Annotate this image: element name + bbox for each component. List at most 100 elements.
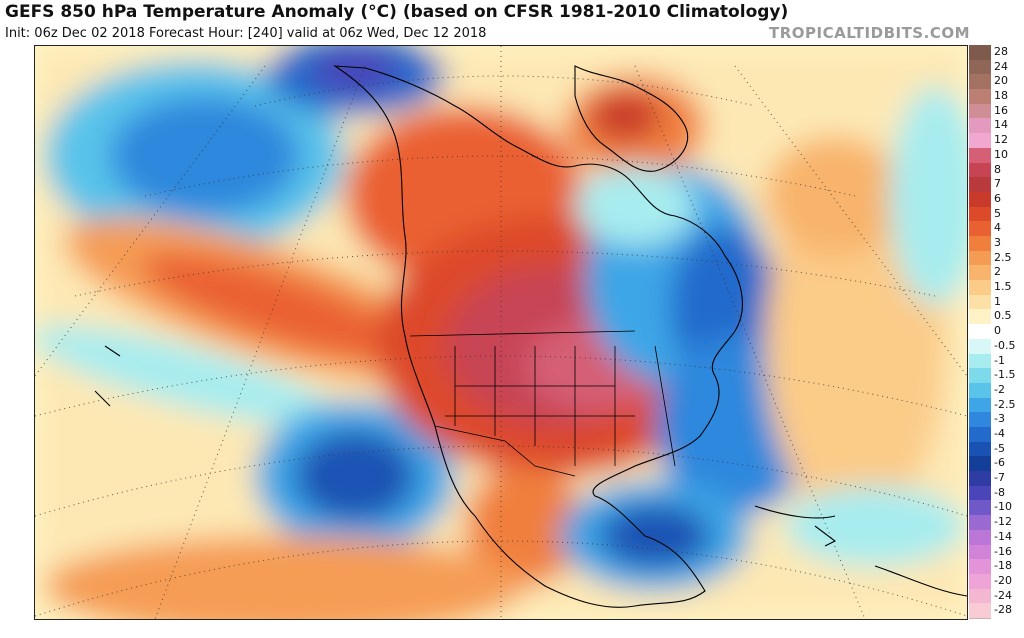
colorbar-entry: 18 [969, 89, 1024, 105]
colorbar-entry: -2 [969, 382, 1024, 399]
colorbar-swatch [969, 265, 991, 282]
colorbar-swatch [969, 59, 991, 76]
colorbar-swatch [969, 338, 991, 355]
colorbar-label: -2 [994, 382, 1005, 396]
colorbar-entry: 20 [969, 74, 1024, 91]
colorbar-label: 0.5 [994, 309, 1012, 323]
colorbar-label: 12 [994, 133, 1008, 147]
colorbar-entry: -1 [969, 353, 1024, 370]
political-borders [409, 330, 676, 477]
colorbar-label: -4 [994, 427, 1005, 440]
colorbar-label: -16 [994, 544, 1012, 558]
colorbar-label: 7 [994, 177, 1001, 191]
colorbar-entry: -1.5 [969, 368, 1024, 384]
colorbar-swatch [969, 471, 991, 487]
colorbar-label: -1.5 [994, 368, 1016, 382]
colorbar-entry: 2.5 [969, 250, 1024, 267]
colorbar-label: -8 [994, 485, 1005, 499]
colorbar-label: 20 [994, 74, 1008, 88]
colorbar-label: -1 [994, 353, 1005, 367]
colorbar-entry: 4 [969, 221, 1024, 237]
source-watermark: TROPICALTIDBITS.COM [769, 24, 970, 42]
colorbar-swatch [969, 280, 991, 296]
colorbar-label: -28 [994, 603, 1012, 617]
colorbar-label: -20 [994, 573, 1012, 587]
colorbar-label: -2.5 [994, 397, 1016, 411]
colorbar-entry: 7 [969, 177, 1024, 193]
colorbar-label: 2 [994, 265, 1001, 279]
colorbar-swatch [969, 45, 991, 61]
colorbar-entry: -7 [969, 471, 1024, 487]
colorbar-label: 6 [994, 191, 1001, 205]
colorbar-entry: -16 [969, 544, 1024, 561]
colorbar-label: -18 [994, 559, 1012, 573]
colorbar-entry: 1 [969, 294, 1024, 311]
colorbar-swatch [969, 236, 991, 252]
colorbar-label: 1.5 [994, 280, 1012, 294]
colorbar-entry: -18 [969, 559, 1024, 575]
colorbar-entry: 24 [969, 59, 1024, 76]
colorbar-entry: 8 [969, 162, 1024, 179]
colorbar-entry: -28 [969, 603, 1024, 619]
colorbar-entry: -24 [969, 588, 1024, 605]
colorbar-entry: 0 [969, 324, 1024, 340]
colorbar-entry: 3 [969, 236, 1024, 252]
colorbar-label: -6 [994, 456, 1005, 470]
colorbar-entry: 6 [969, 191, 1024, 208]
colorbar-entry: -20 [969, 573, 1024, 590]
colorbar-swatch [969, 588, 991, 605]
colorbar-entry: -10 [969, 500, 1024, 517]
colorbar-label: 24 [994, 59, 1008, 73]
colorbar-entry: -8 [969, 485, 1024, 502]
colorbar-entry: 1.5 [969, 280, 1024, 296]
colorbar-entry: 28 [969, 45, 1024, 61]
colorbar-label: 4 [994, 221, 1001, 235]
colorbar-label: -3 [994, 412, 1005, 426]
colorbar-label: 16 [994, 103, 1008, 117]
colorbar-entry: 16 [969, 103, 1024, 120]
colorbar-swatch [969, 162, 991, 179]
colorbar-swatch [969, 427, 991, 443]
colorbar-label: -0.5 [994, 338, 1016, 352]
colorbar-swatch [969, 294, 991, 311]
colorbar-entry: -14 [969, 529, 1024, 546]
colorbar-entry: 5 [969, 206, 1024, 223]
colorbar-label: 8 [994, 162, 1001, 176]
colorbar-entry: -6 [969, 456, 1024, 473]
colorbar-swatch [969, 74, 991, 91]
colorbar-entry: -12 [969, 515, 1024, 531]
colorbar-entry: 10 [969, 147, 1024, 164]
colorbar-label: 18 [994, 89, 1008, 103]
colorbar-swatch [969, 515, 991, 531]
colorbar-label: 28 [994, 45, 1008, 58]
colorbar-swatch [969, 382, 991, 399]
colorbar-swatch [969, 103, 991, 120]
colorbar-entry: 12 [969, 133, 1024, 149]
colorbar-entry: -2.5 [969, 397, 1024, 414]
colorbar-label: -14 [994, 529, 1012, 543]
colorbar-swatch [969, 221, 991, 237]
colorbar-swatch [969, 118, 991, 135]
colorbar-label: 1 [994, 294, 1001, 308]
colorbar-entry: 2 [969, 265, 1024, 282]
colorbar-swatch [969, 456, 991, 473]
colorbar-entry: -4 [969, 427, 1024, 443]
colorbar-label: -10 [994, 500, 1012, 514]
colorbar-label: 0 [994, 324, 1001, 338]
colorbar-swatch [969, 500, 991, 517]
colorbar-swatch [969, 177, 991, 193]
init-forecast-info: Init: 06z Dec 02 2018 Forecast Hour: [24… [5, 26, 487, 41]
colorbar-label: -7 [994, 471, 1005, 485]
colorbar-label: 10 [994, 147, 1008, 161]
anomaly-field [35, 46, 967, 619]
colorbar-swatch [969, 353, 991, 370]
colorbar-swatch [969, 368, 991, 384]
colorbar-swatch [969, 147, 991, 164]
colorbar-entry: 14 [969, 118, 1024, 135]
colorbar-label: 14 [994, 118, 1008, 132]
colorbar-swatch [969, 573, 991, 590]
colorbar-label: 2.5 [994, 250, 1012, 264]
colorbar-swatch [969, 133, 991, 149]
colorbar-swatch [969, 191, 991, 208]
latlon-grid [35, 46, 967, 619]
